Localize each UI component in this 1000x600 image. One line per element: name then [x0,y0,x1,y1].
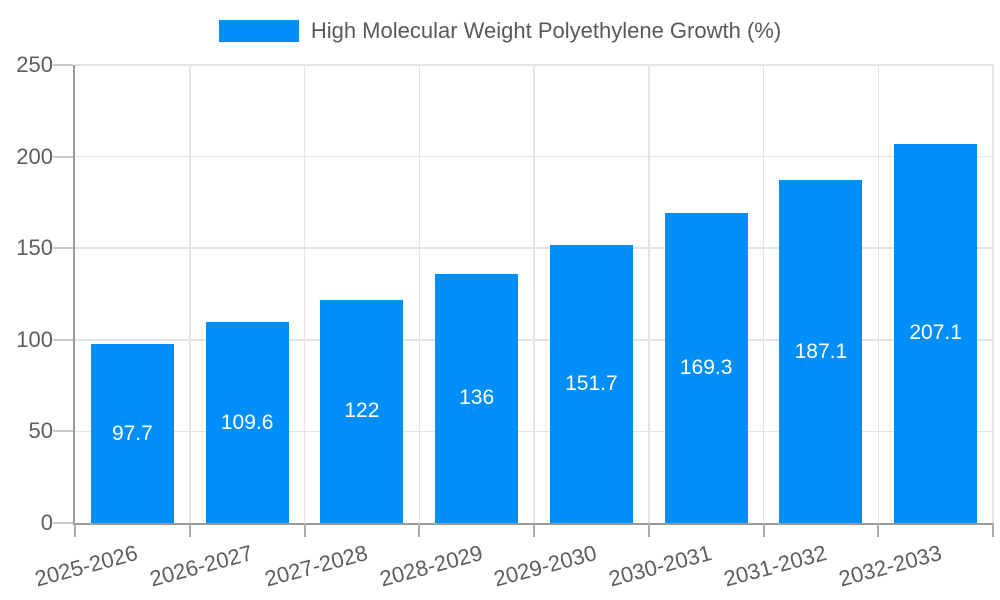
y-axis-tick [53,64,73,66]
bar-value-label: 187.1 [794,339,848,363]
y-axis-label: 0 [40,510,53,535]
y-axis-tick [53,247,73,250]
y-axis-tick [53,430,73,433]
bar-value-label: 136 [459,386,495,410]
gridline-vertical [418,65,420,523]
y-axis-tick [53,155,73,158]
bar [435,273,519,523]
y-axis-label: 100 [16,326,53,352]
bar-value-label: 122 [344,399,380,423]
y-axis-label: 150 [16,235,53,261]
legend-swatch [218,20,299,42]
x-axis-tick [303,523,306,537]
x-axis-tick [188,523,191,537]
x-axis-tick [647,523,650,537]
gridline-vertical [648,65,650,523]
y-axis-tick [53,522,73,524]
y-axis-label: 250 [16,52,53,77]
x-axis-tick [762,523,765,537]
gridline-vertical [762,65,765,523]
bar-value-label: 97.7 [111,421,153,445]
gridline-vertical [303,65,306,523]
bar [779,180,863,523]
y-axis-line [73,65,75,523]
bar [205,322,289,523]
chart-legend: High Molecular Weight Polyethylene Growt… [0,18,1000,44]
bar-value-label: 169.3 [679,355,733,379]
bar [549,245,633,523]
bar [90,344,174,523]
x-axis-tick [74,523,76,537]
y-axis-label: 200 [16,143,53,169]
legend-item[interactable]: High Molecular Weight Polyethylene Growt… [218,18,782,44]
y-axis-label: 50 [28,418,53,444]
y-axis-tick [53,338,73,341]
x-axis-tick [877,523,880,537]
legend-label: High Molecular Weight Polyethylene Growt… [310,18,782,43]
bar-value-label: 109.6 [220,410,274,434]
bar [664,212,748,523]
x-axis-tick [992,523,994,537]
x-axis-tick [418,523,421,537]
gridline-vertical [533,65,535,523]
gridline-vertical [189,65,191,523]
gridline-vertical [877,65,879,523]
bar [320,299,404,523]
bar-value-label: 151.7 [565,372,618,396]
bar [894,143,978,523]
x-axis-tick [533,523,535,537]
gridline-vertical [992,65,994,523]
plot-area: 0 50 100 150 200 250 97.7 2025-2026 109.6 2026-20… [16,52,994,591]
bar-value-label: 207.1 [909,321,962,345]
